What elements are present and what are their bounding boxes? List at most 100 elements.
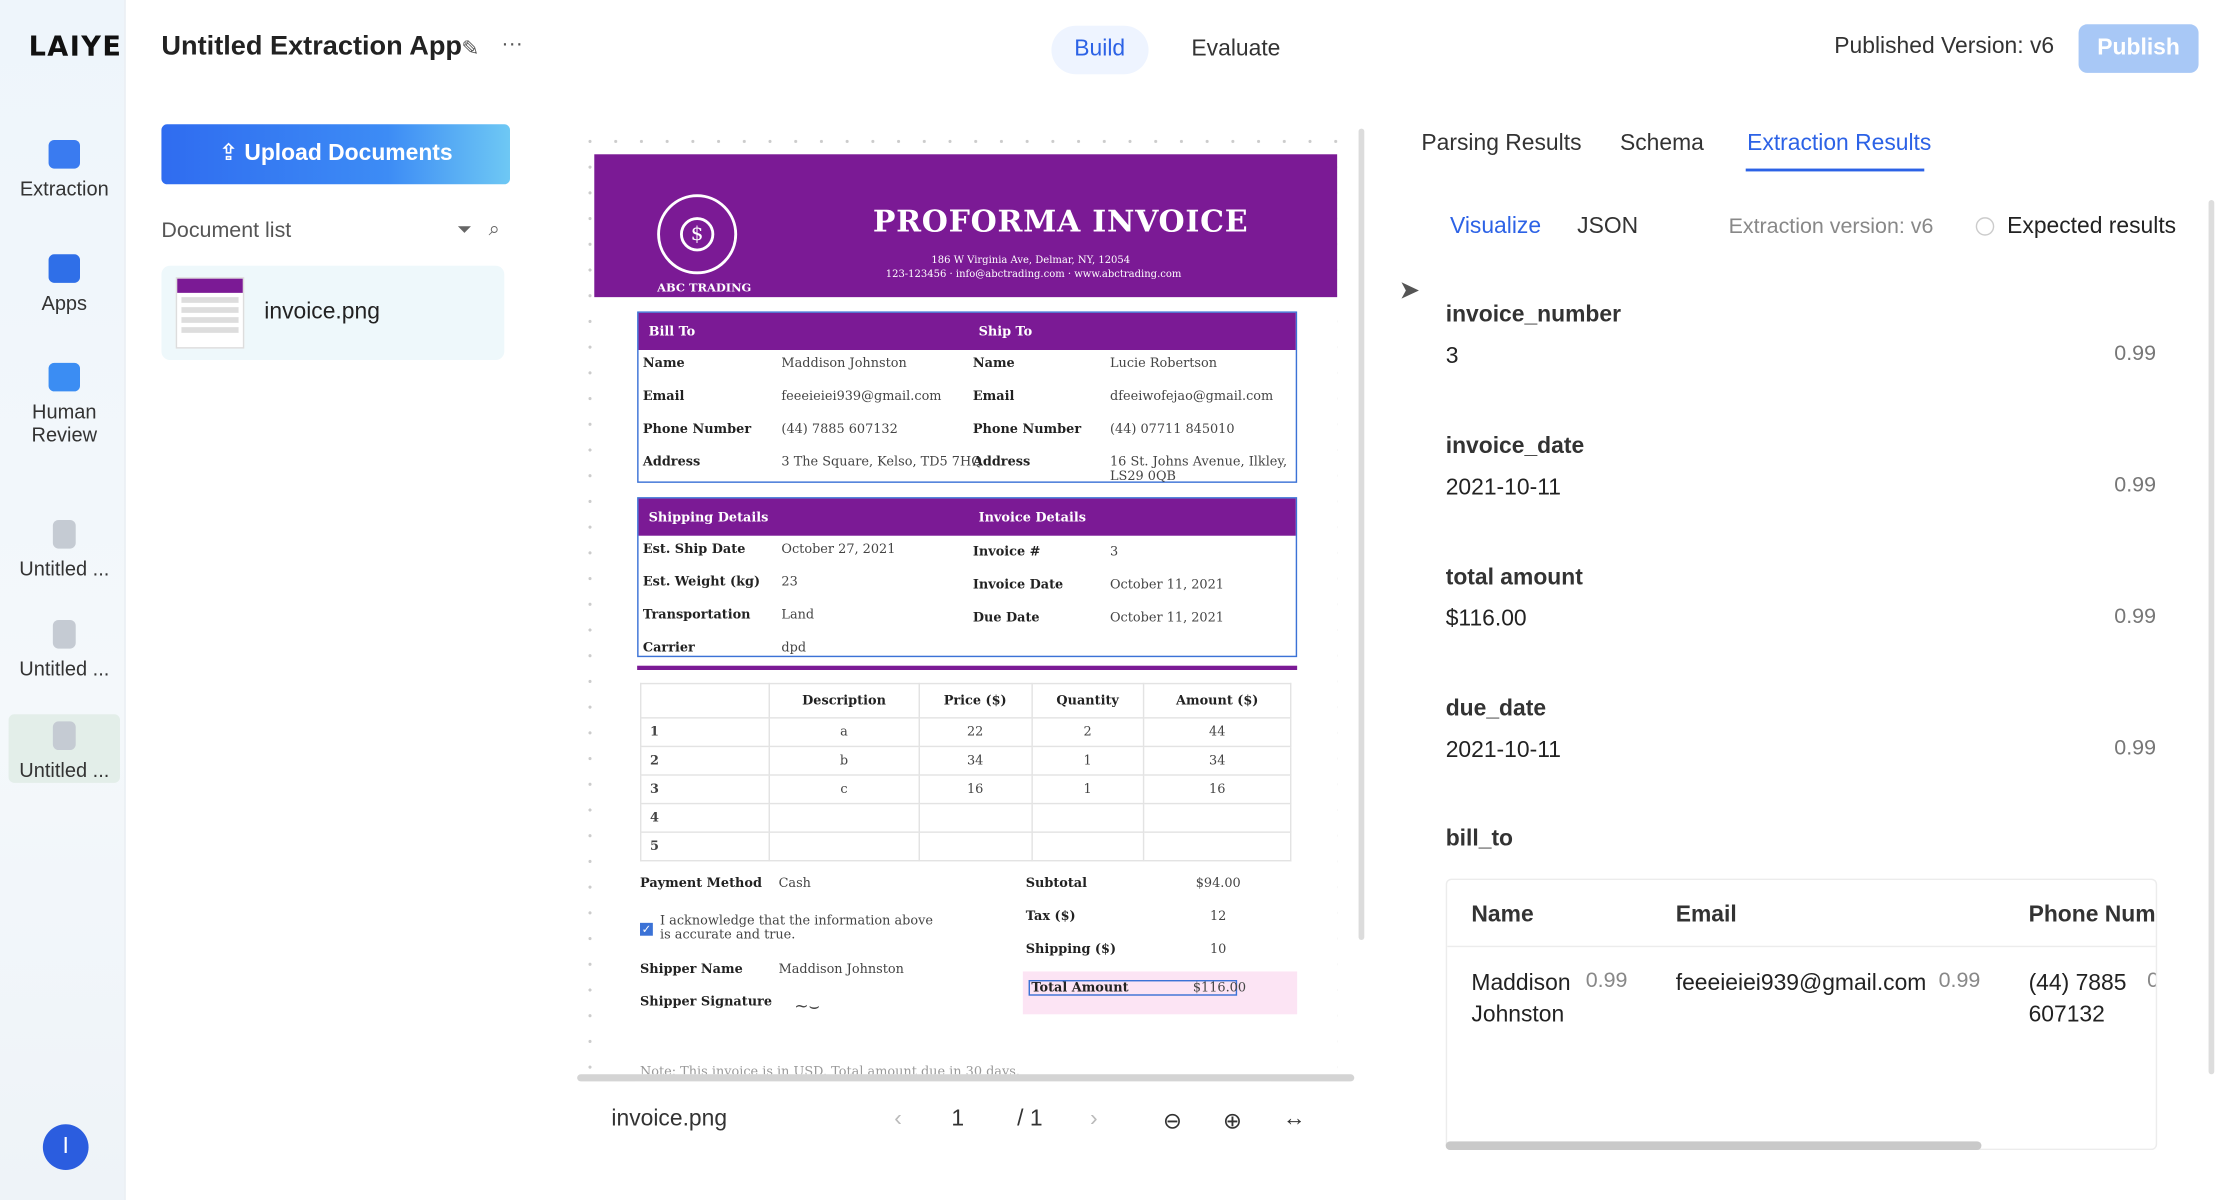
more-icon[interactable]: ···	[501, 31, 523, 56]
upload-documents-button[interactable]: ⇪ Upload Documents	[161, 124, 510, 185]
tab-parsing-results[interactable]: Parsing Results	[1421, 131, 1582, 156]
search-icon[interactable]: ⌕	[488, 217, 500, 240]
column-header: Email	[1675, 902, 1737, 928]
table-cell: 1	[639, 717, 770, 748]
extraction-version[interactable]: Extraction version: v6	[1728, 214, 1934, 239]
invoice-date: October 11, 2021	[1109, 578, 1224, 593]
company-logo-icon: $	[657, 194, 738, 275]
publish-button[interactable]: Publish	[2078, 24, 2199, 73]
label-address: Address	[972, 455, 1031, 470]
invoice-header: $ ABC TRADING PROFORMA INVOICE 186 W Vir…	[594, 154, 1338, 298]
table-cell: 2	[639, 745, 770, 776]
field-value[interactable]: 3	[1445, 344, 1459, 369]
page-number-input[interactable]: 1	[951, 1107, 965, 1132]
edit-icon[interactable]: ✎	[461, 37, 480, 62]
zoom-in-icon[interactable]: ⊕	[1222, 1109, 1243, 1135]
table-cell: 3	[639, 774, 770, 805]
table-cell	[1142, 802, 1292, 833]
table-cell: 34	[1142, 745, 1292, 776]
rail-item-app-2[interactable]: Untitled ...	[9, 619, 120, 680]
app-title: Untitled Extraction App	[161, 31, 463, 62]
cell-email[interactable]: feeeieiei939@gmail.com	[1675, 971, 1927, 996]
field-value[interactable]: $116.00	[1445, 607, 1527, 632]
table-cell	[1030, 831, 1145, 862]
field-value[interactable]: 2021-10-11	[1445, 475, 1561, 500]
label-carrier: Carrier	[642, 641, 695, 656]
label-ship-date: Est. Ship Date	[642, 542, 746, 558]
fit-width-icon[interactable]: ↔	[1282, 1107, 1306, 1132]
table-row: 4	[639, 802, 1292, 833]
expected-results-radio[interactable]	[1975, 217, 1995, 236]
field-key: due_date	[1445, 697, 1547, 722]
table-cell	[1142, 831, 1292, 862]
table-cell: 34	[918, 745, 1033, 776]
zoom-out-icon[interactable]: ⊖	[1162, 1109, 1183, 1135]
label-address: Address	[642, 455, 701, 470]
document-name: invoice.png	[264, 299, 380, 325]
bill-address: 3 The Square, Kelso, TD5 7HQ	[781, 455, 982, 470]
items-header-cell: Amount ($)	[1142, 682, 1292, 719]
shipping-details-label: Shipping Details	[648, 511, 769, 526]
next-page-icon[interactable]: ›	[1089, 1107, 1098, 1132]
field-value[interactable]: 2021-10-11	[1445, 738, 1561, 763]
tab-evaluate[interactable]: Evaluate	[1191, 37, 1281, 62]
tab-extraction-results[interactable]: Extraction Results	[1747, 131, 1932, 156]
ship-email: dfeeiwofejao@gmail.com	[1109, 389, 1274, 405]
rail-item-app-1[interactable]: Untitled ...	[9, 519, 120, 580]
tab-build[interactable]: Build	[1051, 25, 1148, 75]
label-payment: Payment Method	[639, 877, 762, 892]
results-vertical-scrollbar[interactable]	[2208, 199, 2215, 1075]
viewer-vertical-scrollbar[interactable]	[1358, 128, 1365, 940]
ship-address: 16 St. Johns Avenue, Ilkley, LS29 0QB	[1109, 455, 1288, 485]
ship-name: Lucie Robertson	[1109, 357, 1218, 372]
rail-item-human-review[interactable]: Human Review	[9, 362, 120, 446]
subtab-json[interactable]: JSON	[1577, 214, 1639, 239]
table-cell: 1	[1030, 745, 1145, 776]
invoice-title: PROFORMA INVOICE	[872, 202, 1249, 239]
company-address: 186 W Virginia Ave, Delmar, NY, 12054	[931, 254, 1131, 266]
label-invoice-date: Invoice Date	[972, 578, 1064, 593]
rail-item-app-3[interactable]: Untitled ...	[8, 714, 120, 783]
rail-item-label: Extraction	[19, 177, 109, 200]
expected-results-label[interactable]: Expected results	[2007, 214, 2177, 239]
cell-confidence: 0.99	[1585, 968, 1628, 993]
shipping-details-section: Shipping Details Invoice Details Est. Sh…	[637, 497, 1298, 658]
cell-name[interactable]: Maddison Johnston	[1471, 971, 1571, 1028]
total: $116.00	[1192, 981, 1247, 996]
cell-phone[interactable]: (44) 7885 607132	[2028, 971, 2127, 1028]
left-rail: LAIYE Extraction Apps Human Review Untit…	[0, 0, 126, 1200]
rail-item-extraction[interactable]: Extraction	[9, 139, 120, 200]
table-row: 2 b 34 1 34	[639, 745, 1292, 776]
shipping-fee: 10	[1209, 942, 1227, 958]
prev-page-icon[interactable]: ‹	[894, 1107, 902, 1132]
column-header: Name	[1471, 902, 1534, 928]
due-date: October 11, 2021	[1109, 611, 1224, 626]
document-item[interactable]: invoice.png	[161, 265, 505, 360]
divider	[637, 665, 1298, 670]
rail-item-apps[interactable]: Apps	[9, 254, 120, 314]
table-cell: 16	[1142, 774, 1292, 805]
table-horizontal-scrollbar[interactable]	[1445, 1141, 1982, 1150]
avatar[interactable]: I	[42, 1124, 89, 1170]
subtab-visualize[interactable]: Visualize	[1449, 214, 1542, 239]
table-cell: 22	[918, 717, 1033, 748]
app-doc-icon	[52, 519, 76, 549]
transport: Land	[781, 608, 815, 623]
label-shipper: Shipper Name	[639, 962, 743, 978]
bill-ship-section: Bill To Ship To Name Maddison Johnston N…	[637, 311, 1298, 485]
viewer-horizontal-scrollbar[interactable]	[577, 1074, 1355, 1082]
label-email: Email	[972, 389, 1015, 405]
items-header-cell: Price ($)	[918, 682, 1033, 719]
bill-name: Maddison Johnston	[781, 357, 907, 372]
field-confidence: 0.99	[2114, 341, 2157, 366]
document-viewer[interactable]: $ ABC TRADING PROFORMA INVOICE 186 W Vir…	[577, 128, 1355, 1075]
table-cell: 4	[639, 802, 770, 833]
label-name: Name	[642, 357, 685, 372]
tab-schema[interactable]: Schema	[1619, 131, 1704, 156]
mouse-cursor-icon: ➤	[1398, 275, 1421, 305]
filter-icon[interactable]: ⏷	[457, 218, 473, 240]
total-highlight: Total Amount $116.00	[1022, 971, 1298, 1015]
document-thumbnail	[175, 277, 245, 349]
label-name: Name	[972, 357, 1015, 372]
document-list-title: Document list	[161, 218, 292, 243]
